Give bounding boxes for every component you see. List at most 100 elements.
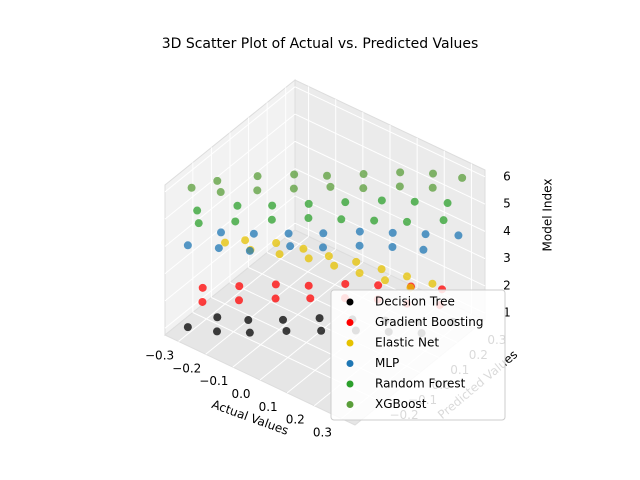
- point: [359, 170, 368, 179]
- point: [245, 328, 254, 337]
- z-grid-line: [294, 86, 486, 178]
- point: [419, 245, 428, 254]
- point: [217, 228, 225, 237]
- point: [194, 219, 203, 228]
- z-tick-label: 5: [503, 197, 511, 211]
- z-grid-line: [164, 195, 296, 302]
- point: [377, 265, 386, 274]
- z-axis-label: Model Index: [541, 179, 555, 252]
- point: [235, 282, 244, 291]
- point: [395, 182, 404, 191]
- point: [286, 242, 295, 251]
- point: [271, 280, 280, 289]
- point: [282, 326, 291, 335]
- point: [388, 243, 397, 252]
- point: [315, 314, 324, 323]
- point: [403, 217, 411, 226]
- point: [458, 173, 467, 182]
- point: [330, 261, 339, 270]
- point: [213, 327, 221, 336]
- point: [443, 199, 452, 208]
- point: [304, 199, 313, 208]
- legend-label: Random Forest: [375, 377, 466, 391]
- legend-marker: [346, 360, 354, 367]
- point: [235, 296, 243, 305]
- point: [183, 323, 192, 332]
- point: [319, 243, 327, 252]
- point: [289, 184, 298, 193]
- z-tick-label: 4: [503, 224, 511, 238]
- z-tick-label: 1: [503, 306, 511, 320]
- point: [304, 214, 313, 223]
- legend-marker: [346, 380, 354, 388]
- point: [275, 250, 284, 259]
- point: [231, 217, 240, 226]
- point: [271, 294, 280, 303]
- x-axis-label: Actual Values: [210, 397, 291, 438]
- point: [279, 315, 287, 324]
- point: [183, 241, 192, 250]
- point: [355, 227, 364, 236]
- points: [183, 168, 467, 338]
- x-tick-label: 0.3: [313, 426, 332, 440]
- point: [268, 201, 277, 210]
- point: [198, 297, 207, 306]
- point: [381, 276, 389, 285]
- point: [370, 216, 379, 225]
- legend-label: XGBoost: [375, 397, 427, 411]
- legend-label: MLP: [375, 356, 399, 370]
- point: [355, 268, 364, 277]
- x-tick-label: −0.2: [172, 361, 201, 375]
- point: [233, 201, 242, 210]
- point: [245, 246, 254, 255]
- point: [253, 172, 262, 181]
- point: [428, 183, 437, 192]
- point: [421, 230, 430, 239]
- legend-marker: [346, 298, 354, 306]
- legend-label: Elastic Net: [375, 336, 439, 350]
- point: [304, 254, 313, 263]
- legend: Decision Tree Gradient Boosting Elastic Ne…: [330, 289, 506, 421]
- point: [388, 228, 397, 237]
- z-tick-label: 6: [503, 169, 511, 183]
- point: [249, 229, 258, 238]
- z-grid-line: [164, 168, 296, 275]
- z-grid-line: [294, 113, 486, 205]
- legend-marker: [346, 339, 354, 347]
- point: [323, 171, 331, 180]
- point: [429, 169, 437, 178]
- point: [198, 283, 207, 292]
- point: [377, 196, 386, 205]
- z-grid-line: [294, 195, 486, 287]
- point: [193, 206, 202, 215]
- point: [337, 215, 346, 224]
- point: [396, 168, 405, 177]
- x-tick-label: 0.1: [259, 400, 278, 414]
- point: [355, 241, 364, 250]
- x-tick-label: −0.1: [199, 374, 228, 388]
- legend-label: Decision Tree: [375, 295, 455, 309]
- point: [319, 229, 328, 238]
- chart-title: 3D Scatter Plot of Actual vs. Predicted …: [162, 36, 479, 52]
- point: [241, 236, 250, 245]
- legend-box: [330, 289, 506, 421]
- point: [428, 279, 437, 288]
- point: [284, 229, 293, 238]
- point: [221, 238, 229, 247]
- z-tick-label: 2: [503, 278, 511, 292]
- point: [359, 184, 368, 193]
- point: [352, 257, 361, 266]
- point: [403, 272, 411, 281]
- z-grid-line: [164, 113, 296, 220]
- point: [299, 244, 308, 253]
- x-tick-label: 0.2: [286, 413, 305, 427]
- x-tick-label: 0.0: [231, 387, 250, 401]
- legend-marker: [346, 401, 354, 408]
- point: [317, 326, 326, 335]
- point: [304, 281, 313, 290]
- point: [410, 197, 419, 206]
- point: [324, 252, 333, 261]
- point: [213, 176, 222, 185]
- point: [290, 170, 299, 179]
